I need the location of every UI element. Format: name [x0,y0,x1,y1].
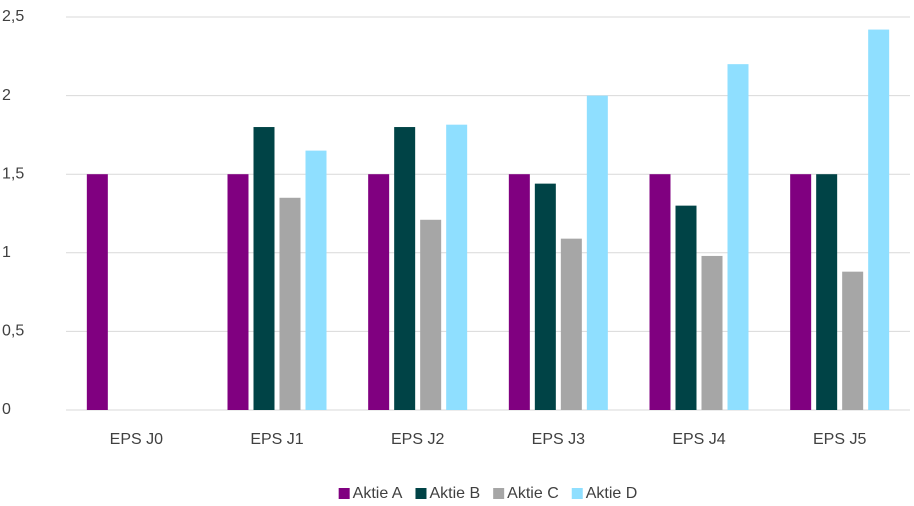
legend-swatch [415,488,427,499]
legend-label: Aktie A [353,485,403,502]
legend-label: Aktie C [507,485,559,502]
legend-swatch [571,488,583,499]
legend-label: Aktie D [586,485,638,502]
bar [305,150,327,410]
bar [701,255,723,410]
bar [253,127,275,410]
legend-swatch [338,488,350,499]
x-tick-label: EPS J0 [110,431,163,448]
bar [649,174,671,410]
bar [227,174,249,410]
y-tick-label: 0,5 [2,323,24,340]
x-tick-label: EPS J3 [532,431,585,448]
bar [508,174,530,410]
bar [727,64,749,410]
bar [816,174,838,410]
bar [560,238,582,410]
bar [394,127,416,410]
bar [675,205,697,410]
y-tick-label: 2 [2,87,11,104]
bar [279,197,301,410]
legend-swatch [493,488,505,499]
y-tick-label: 2,5 [2,8,24,25]
x-tick-label: EPS J4 [672,431,725,448]
bar [534,183,556,410]
y-tick-label: 1,5 [2,165,24,182]
x-tick-label: EPS J2 [391,431,444,448]
x-tick-label: EPS J5 [813,431,866,448]
bar [842,271,864,410]
bar [868,29,890,411]
bar [586,95,608,410]
x-tick-label: EPS J1 [250,431,303,448]
legend-label: Aktie B [429,485,480,502]
y-tick-label: 0 [2,401,11,418]
bar [446,124,468,410]
y-tick-label: 1 [2,244,11,261]
bar [368,174,390,410]
bar [86,174,108,410]
bar [420,219,442,410]
bar [790,174,812,410]
